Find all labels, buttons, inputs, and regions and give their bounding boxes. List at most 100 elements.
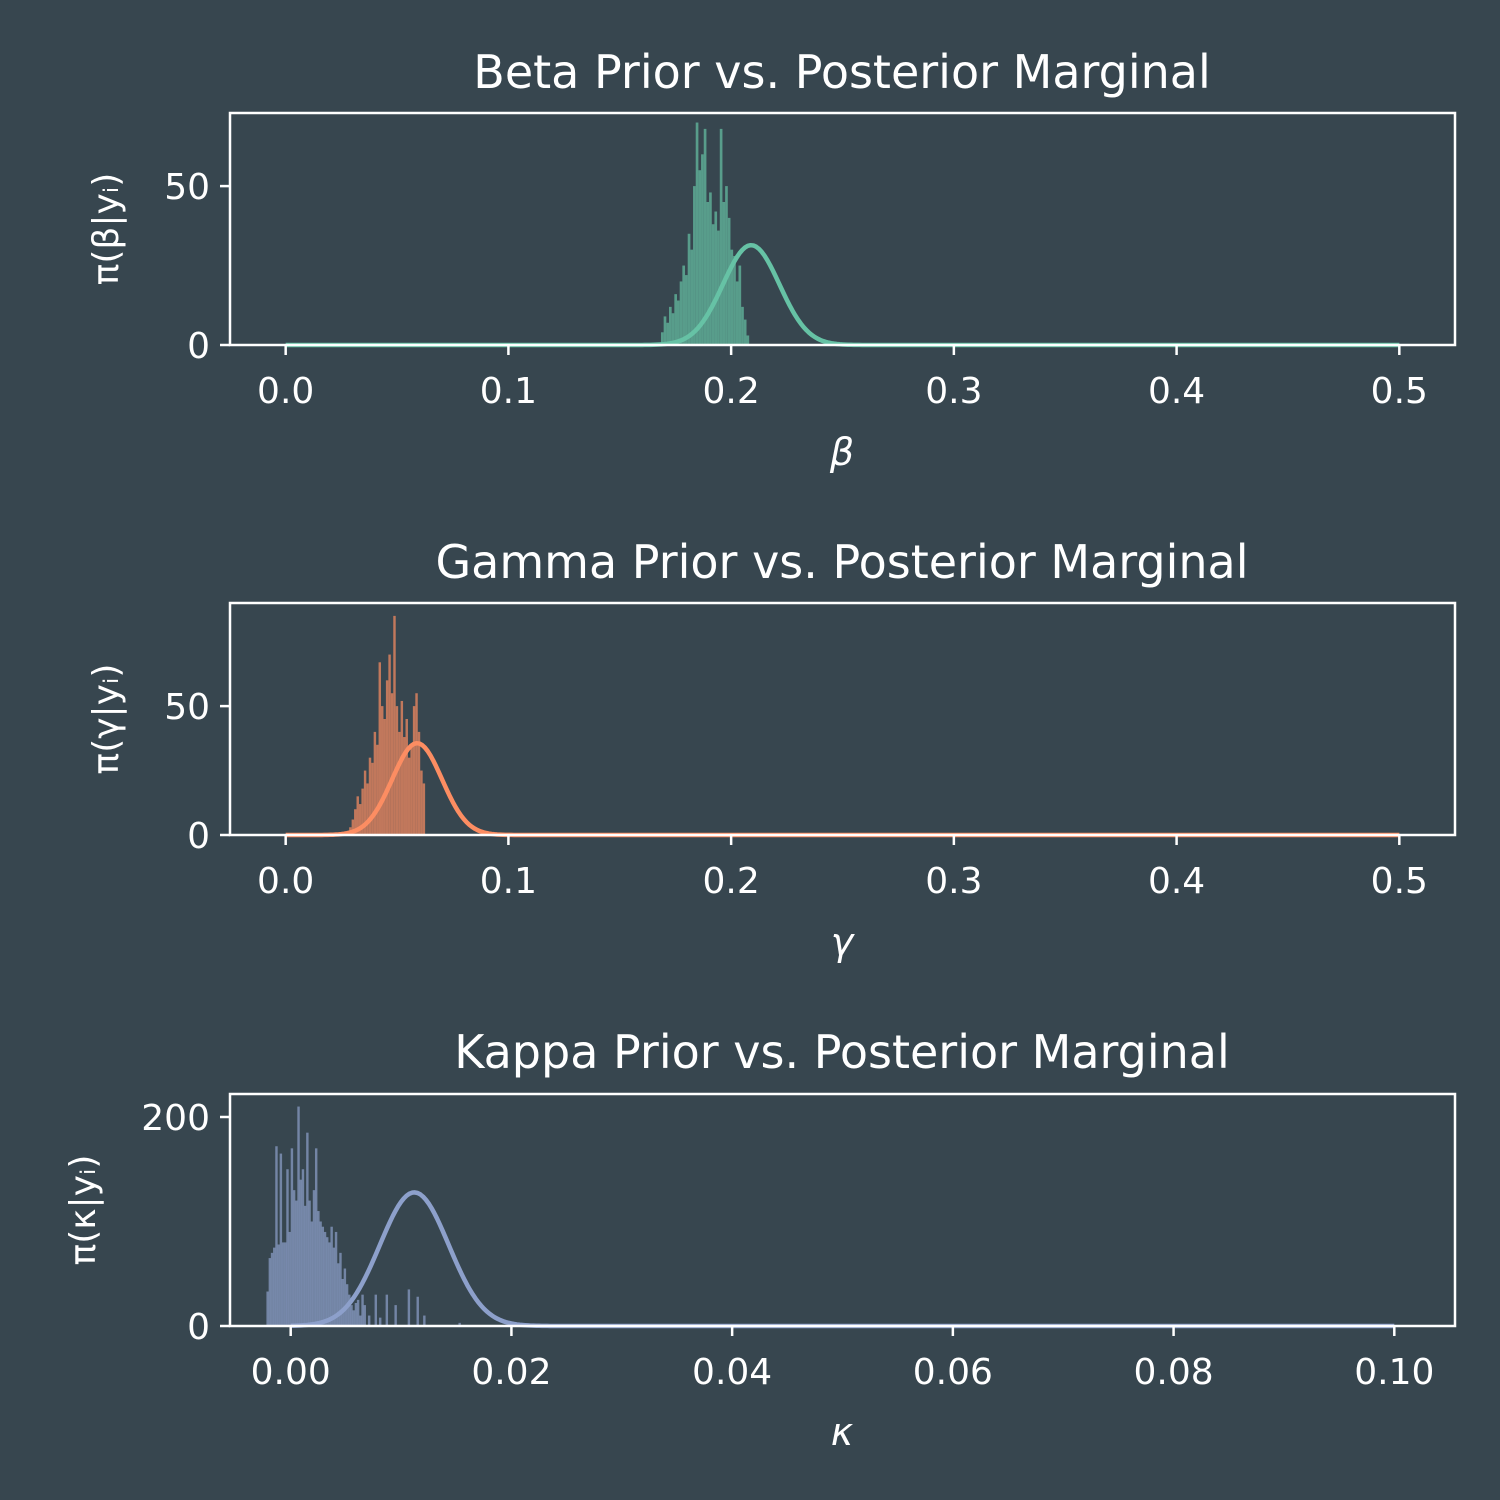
histogram-bar: [363, 1305, 366, 1326]
panel-kappa: Kappa Prior vs. Posterior Marginal 0.00 0…: [63, 1025, 1457, 1454]
histogram-bar: [328, 1242, 331, 1326]
x-tick-label: 0.10: [1354, 1352, 1434, 1393]
histogram-bar: [693, 186, 696, 345]
x-tick-label: 0.5: [1371, 861, 1428, 902]
histogram-bar: [374, 1294, 377, 1326]
histogram-bar: [339, 1252, 342, 1326]
histogram-bar: [735, 281, 739, 345]
histogram-bar: [266, 1291, 269, 1326]
histogram-bar: [669, 306, 672, 345]
x-tick-label: 0.1: [480, 861, 537, 902]
histogram-bar: [270, 1252, 274, 1326]
histogram-bar: [422, 783, 426, 835]
histogram-bar: [417, 731, 421, 835]
histogram-bar: [706, 201, 710, 345]
histogram-bar: [279, 1153, 283, 1326]
histogram-bar: [268, 1258, 272, 1326]
y-tick-label: 50: [164, 687, 210, 728]
histogram-bar: [317, 1211, 320, 1326]
histogram-bar: [321, 1226, 325, 1326]
histogram-bar: [366, 783, 369, 835]
histogram-bar: [674, 294, 678, 345]
y-tick-label: 50: [164, 167, 210, 208]
histogram-bar: [368, 757, 372, 835]
histogram-bar: [332, 1247, 336, 1326]
y-ticks: 0 200: [141, 1098, 230, 1348]
histogram-bar: [671, 313, 675, 345]
histogram-bar: [730, 249, 734, 345]
histogram-bar: [277, 1244, 280, 1326]
x-tick-label: 0.04: [692, 1352, 772, 1393]
histogram-bar: [719, 128, 723, 345]
histogram-bar: [388, 654, 391, 835]
histogram-bar: [709, 192, 712, 345]
histogram-bar: [711, 224, 715, 345]
x-tick-label: 0.3: [925, 861, 982, 902]
x-axis-label: β: [829, 430, 854, 474]
histogram-bar: [685, 275, 688, 345]
histogram-bar: [403, 737, 406, 835]
histogram-bar: [273, 1247, 276, 1326]
histogram-bar: [398, 731, 401, 835]
histogram-bar: [701, 154, 704, 345]
histogram-bar: [373, 731, 377, 835]
histogram-bar: [727, 217, 731, 345]
histogram-bar: [350, 1305, 353, 1326]
histogram-bar: [303, 1205, 307, 1326]
histogram-bar: [717, 230, 720, 345]
y-axis-label: π(γ|yᵢ): [86, 664, 127, 775]
y-tick-label: 0: [187, 326, 210, 367]
histogram-bar: [334, 1231, 338, 1326]
histogram-bar: [348, 1294, 351, 1326]
histogram-bar: [319, 1221, 322, 1326]
plot-frame: [228, 601, 1457, 837]
y-tick-label: 0: [187, 1307, 210, 1348]
histogram-bar: [295, 1200, 298, 1326]
histogram-bar: [407, 757, 411, 835]
chart-title: Beta Prior vs. Posterior Marginal: [473, 45, 1210, 99]
histogram-bar: [354, 809, 357, 835]
histogram-bar: [363, 770, 367, 835]
histogram-bar: [738, 265, 742, 345]
histogram-bar: [381, 706, 384, 835]
histogram-bar: [292, 1190, 296, 1326]
histogram-bar: [354, 1303, 358, 1326]
x-tick-label: 0.2: [703, 371, 760, 412]
histogram-bar: [308, 1200, 311, 1326]
histogram-bar: [405, 719, 408, 835]
histogram-bar: [306, 1132, 309, 1326]
histogram-bar: [400, 700, 404, 835]
histogram-bar: [352, 1310, 355, 1326]
histogram-bar: [299, 1179, 302, 1326]
x-tick-label: 0.5: [1371, 371, 1428, 412]
histogram-bar: [297, 1106, 300, 1326]
histogram-bar: [714, 211, 718, 345]
histogram-bar: [343, 1268, 347, 1326]
x-tick-label: 0.2: [703, 861, 760, 902]
histogram-bar: [679, 281, 683, 345]
histogram-bar: [663, 316, 667, 345]
x-tick-label: 0.4: [1148, 861, 1205, 902]
histogram-bar: [677, 300, 680, 345]
plot-frame: [228, 1092, 1457, 1328]
histogram-bar: [314, 1148, 318, 1326]
x-ticks: 0.0 0.1 0.2 0.3 0.4 0.5: [257, 345, 1428, 412]
histogram-bar: [725, 186, 728, 345]
histogram-bar: [337, 1263, 340, 1326]
histogram-bar: [275, 1146, 278, 1326]
histogram-bar: [410, 744, 413, 835]
histogram-bar: [695, 122, 699, 345]
prior-curve: [285, 740, 1400, 838]
x-axis-label: γ: [831, 920, 856, 964]
histogram-bar: [690, 249, 694, 345]
x-tick-label: 0.02: [471, 1352, 551, 1393]
x-tick-label: 0.1: [480, 371, 537, 412]
y-axis-label: π(κ|yᵢ): [63, 1155, 104, 1266]
panel-beta: Beta Prior vs. Posterior Marginal 0.0 0.1…: [86, 45, 1457, 474]
histogram-bar: [666, 322, 669, 345]
prior-curve: [290, 1190, 1395, 1329]
histogram-bar: [383, 719, 386, 835]
prior-curve: [285, 242, 1400, 348]
histogram-bar: [356, 796, 359, 835]
histogram-bar: [743, 319, 747, 345]
